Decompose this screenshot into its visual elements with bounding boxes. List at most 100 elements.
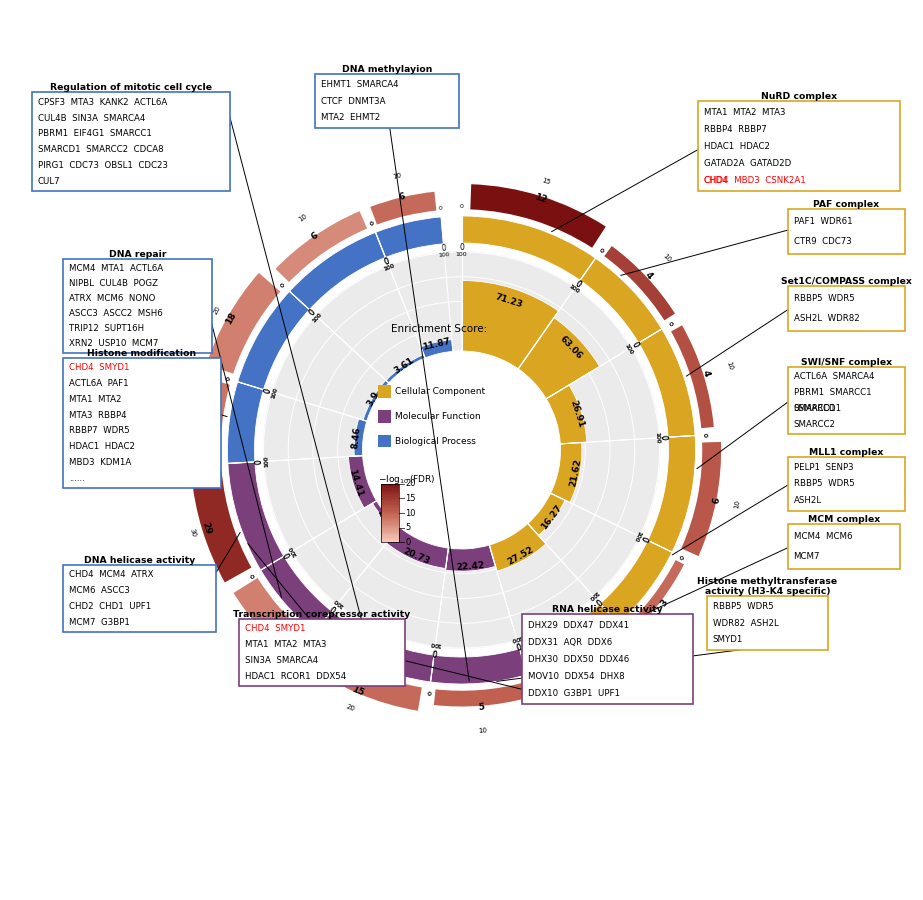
Text: CPSF3  MTA3  KANK2  ACTL6A: CPSF3 MTA3 KANK2 ACTL6A [38,98,167,107]
Text: 0: 0 [639,535,649,543]
Bar [380,498,399,499]
Text: CTCF  DNMT3A: CTCF DNMT3A [321,97,386,106]
Text: MTA2  EHMT2: MTA2 EHMT2 [321,113,380,122]
Bar [378,385,390,398]
Text: 3.9: 3.9 [365,390,381,409]
Bar [380,499,399,500]
Bar [380,509,399,510]
Bar [380,534,399,535]
Text: 0: 0 [255,459,264,464]
Bar [380,513,399,514]
Wedge shape [580,258,662,343]
Text: 0: 0 [307,308,318,318]
Text: HDAC1  HDAC2: HDAC1 HDAC2 [703,141,770,150]
Text: 26.91: 26.91 [569,399,585,429]
Text: Molecular Function: Molecular Function [395,412,481,421]
Text: 5: 5 [477,702,485,712]
Text: 71.23: 71.23 [494,292,523,309]
Wedge shape [681,442,721,556]
Text: CHD2  CHD1  UPF1: CHD2 CHD1 UPF1 [69,602,151,611]
Text: Set1C/COMPASS complex: Set1C/COMPASS complex [781,277,912,286]
Text: 6: 6 [398,192,406,202]
Bar [380,493,399,494]
Text: MCM4  MCM6: MCM4 MCM6 [794,532,852,541]
Wedge shape [228,462,284,570]
Text: 0: 0 [659,435,668,440]
FancyBboxPatch shape [787,286,905,331]
Text: 100: 100 [568,284,580,295]
Text: 100: 100 [383,264,396,273]
Text: 0: 0 [307,308,318,318]
Text: GATAD2A  GATAD2D: GATAD2A GATAD2D [703,158,791,167]
Text: ASH2L: ASH2L [794,496,821,505]
Text: 100: 100 [263,455,269,467]
Bar [380,485,399,486]
FancyBboxPatch shape [707,596,828,650]
Text: 100: 100 [633,529,642,542]
Text: 10: 10 [593,691,604,700]
Text: 100: 100 [312,311,323,323]
Wedge shape [234,578,306,656]
Bar [380,532,399,533]
Text: 0: 0 [306,636,312,643]
Text: 100: 100 [270,387,279,400]
FancyBboxPatch shape [787,210,905,254]
FancyBboxPatch shape [787,367,905,435]
Text: 0: 0 [515,639,521,650]
Wedge shape [370,192,437,225]
FancyBboxPatch shape [64,565,216,632]
Text: 0: 0 [216,462,222,466]
Text: MCM6  ASCC3: MCM6 ASCC3 [69,586,130,595]
Text: CHD4  MBD3  CSNK2A1: CHD4 MBD3 CSNK2A1 [703,176,806,185]
Text: PAF1  WDR61: PAF1 WDR61 [794,217,852,226]
Text: 0: 0 [593,596,602,606]
Text: MCM7: MCM7 [794,553,821,562]
Text: ACTL6A  PAF1: ACTL6A PAF1 [69,379,128,388]
Text: 0: 0 [282,550,293,558]
Wedge shape [627,560,684,632]
Text: 10: 10 [478,727,487,734]
Bar [380,536,399,537]
Bar [380,504,399,505]
Text: 0: 0 [255,459,264,464]
Text: RNA helicase activity: RNA helicase activity [553,605,663,614]
Text: 12: 12 [533,193,548,205]
Wedge shape [551,443,581,502]
Wedge shape [189,376,230,460]
Text: 0: 0 [369,221,375,227]
Wedge shape [605,246,675,320]
Text: MOV10  DDX54  DHX8: MOV10 DDX54 DHX8 [528,671,625,681]
Text: 16.27: 16.27 [539,503,563,532]
Wedge shape [446,545,496,572]
Bar [380,527,399,528]
Text: SMARCD1  SMARCC2  CDCA8: SMARCD1 SMARCC2 CDCA8 [38,145,163,154]
Text: 30: 30 [188,527,197,538]
Text: 10: 10 [244,629,255,640]
Text: MCM7  G3BP1: MCM7 G3BP1 [69,617,130,626]
Text: 0: 0 [515,639,521,650]
FancyBboxPatch shape [316,75,460,128]
Bar [380,514,399,516]
Wedge shape [471,184,605,248]
Text: Regulation of mitotic cell cycle: Regulation of mitotic cell cycle [50,84,211,93]
Text: 0: 0 [441,244,447,253]
Bar [378,435,390,447]
Text: 0: 0 [659,435,668,440]
Text: 8.46: 8.46 [351,426,362,449]
Wedge shape [275,212,367,282]
Text: MLL1 complex: MLL1 complex [809,448,883,457]
Text: 0: 0 [216,462,222,466]
Text: 100: 100 [288,544,299,557]
Text: 10: 10 [681,614,691,625]
Text: 0: 0 [250,572,256,578]
Text: 0: 0 [432,646,438,655]
Wedge shape [671,325,713,428]
Bar [380,491,399,492]
Text: 0: 0 [306,636,312,643]
Text: 0: 0 [677,554,683,559]
Text: DHX29  DDX47  DDX41: DHX29 DDX47 DDX41 [528,621,629,630]
Bar [378,410,390,423]
Text: HDAC1  RCOR1  DDX54: HDAC1 RCOR1 DDX54 [245,671,346,680]
Text: PELP1  SENP3: PELP1 SENP3 [794,463,853,472]
Text: CUL7: CUL7 [38,176,60,185]
